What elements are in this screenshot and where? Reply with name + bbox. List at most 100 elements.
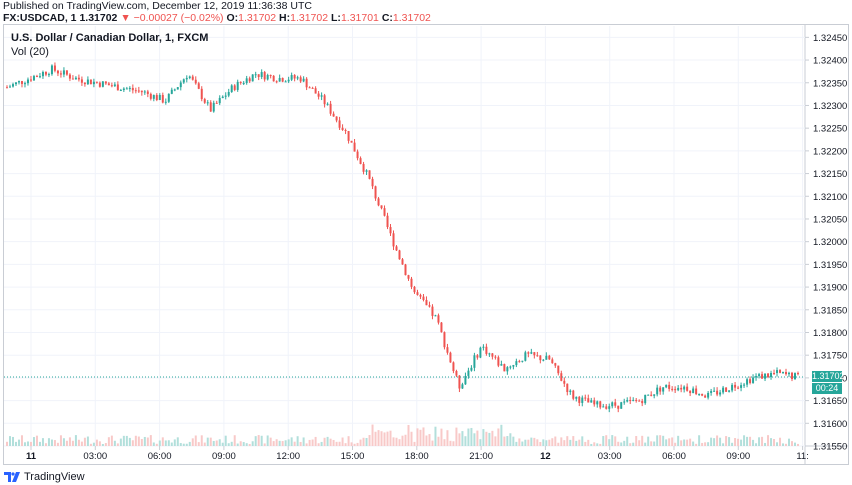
candle-body bbox=[194, 79, 197, 84]
candle-body bbox=[440, 322, 443, 333]
candle-body bbox=[266, 75, 269, 80]
candle-body bbox=[290, 75, 293, 80]
last-value: 1.31702 bbox=[79, 12, 118, 24]
candle-body bbox=[248, 78, 251, 82]
candle-body bbox=[104, 81, 107, 84]
y-tick-label: 1.32000 bbox=[813, 237, 847, 248]
volume-bar bbox=[95, 439, 98, 446]
volume-bar bbox=[269, 437, 272, 446]
x-tick-label: 09:00 bbox=[212, 451, 236, 462]
candle-body bbox=[362, 163, 365, 172]
candle-body bbox=[464, 375, 467, 385]
volume-bar bbox=[353, 443, 356, 446]
volume-bar bbox=[77, 439, 80, 446]
volume-bar bbox=[326, 436, 329, 446]
volume-bar bbox=[794, 442, 797, 446]
volume-bar bbox=[581, 436, 584, 446]
candle-body bbox=[41, 72, 44, 77]
candle-body bbox=[263, 72, 266, 80]
volume-bar bbox=[317, 443, 320, 446]
volume-bar bbox=[395, 437, 398, 446]
volume-bar bbox=[230, 441, 233, 446]
candle-body bbox=[776, 370, 779, 374]
candle-body bbox=[626, 400, 629, 402]
candle-body bbox=[647, 394, 650, 396]
candle-body bbox=[587, 398, 590, 403]
volume-bar bbox=[335, 441, 338, 446]
candle-body bbox=[395, 246, 398, 251]
volume-bar bbox=[200, 435, 203, 446]
candle-body bbox=[152, 95, 155, 99]
volume-bar bbox=[203, 442, 206, 446]
candle-body bbox=[23, 83, 26, 85]
candle-body bbox=[509, 366, 512, 368]
candle-body bbox=[620, 402, 623, 409]
volume-bar bbox=[620, 442, 623, 446]
tradingview-logo-icon bbox=[4, 472, 20, 482]
volume-bar bbox=[341, 437, 344, 446]
volume-bar bbox=[83, 437, 86, 446]
volume-bar bbox=[512, 436, 515, 446]
candle-body bbox=[338, 120, 341, 128]
candle-body bbox=[683, 386, 686, 390]
volume-bar bbox=[425, 435, 428, 446]
candle-body bbox=[494, 356, 497, 358]
candle-body bbox=[644, 394, 647, 404]
candle-body bbox=[134, 90, 137, 92]
volume-bar bbox=[563, 440, 566, 446]
x-tick-label: 06:00 bbox=[662, 451, 686, 462]
volume-bar bbox=[275, 439, 278, 446]
volume-bar bbox=[476, 430, 479, 446]
candle-body bbox=[761, 374, 764, 379]
candle-body bbox=[71, 78, 74, 80]
volume-bar bbox=[491, 430, 494, 446]
candle-body bbox=[491, 353, 494, 357]
y-axis: 1.32450 1.32400 1.32350 1.32300 1.32250 1.322… bbox=[805, 33, 847, 453]
candle-body bbox=[413, 286, 416, 293]
volume-bar bbox=[791, 441, 794, 446]
candle-body bbox=[116, 84, 119, 91]
candle-body bbox=[335, 116, 338, 121]
candle-body bbox=[77, 77, 80, 80]
volume-bar bbox=[632, 442, 635, 446]
volume-bar bbox=[416, 428, 419, 446]
volume-bar bbox=[518, 438, 521, 446]
candle-body bbox=[308, 87, 311, 89]
candle-body bbox=[386, 215, 389, 228]
candle-body bbox=[368, 170, 371, 179]
volume-bar bbox=[656, 435, 659, 446]
candle-body bbox=[512, 365, 515, 367]
volume-bar bbox=[50, 439, 53, 446]
candle-body bbox=[614, 402, 617, 406]
volume-bar bbox=[674, 442, 677, 446]
volume-bar bbox=[722, 443, 725, 446]
candle-body bbox=[278, 77, 281, 82]
volume-bar bbox=[470, 427, 473, 446]
volume-bar bbox=[767, 435, 770, 446]
volume-bar bbox=[644, 442, 647, 446]
chart-frame[interactable] bbox=[3, 24, 849, 465]
candle-body bbox=[179, 82, 182, 88]
volume-bar bbox=[533, 437, 536, 446]
candle-body bbox=[545, 355, 548, 360]
ohlc-line: FX:USDCAD, 1 1.31702 ▼ −0.00027 (−0.02%)… bbox=[3, 12, 431, 25]
volume-bar bbox=[764, 442, 767, 446]
candle-body bbox=[173, 89, 176, 91]
volume-bar bbox=[503, 436, 506, 446]
volume-bar bbox=[569, 439, 572, 446]
candle-body bbox=[551, 359, 554, 364]
volume-bar bbox=[35, 435, 38, 446]
volume-bar bbox=[671, 437, 674, 446]
candle-body bbox=[770, 372, 773, 378]
candle-body bbox=[191, 76, 194, 80]
candle-body bbox=[611, 402, 614, 407]
volume-bar bbox=[146, 437, 149, 446]
candle-body bbox=[548, 355, 551, 360]
low-value: 1.31701 bbox=[340, 12, 379, 24]
candle-body bbox=[299, 77, 302, 82]
candle-body bbox=[530, 352, 533, 354]
volume-bar bbox=[377, 430, 380, 446]
candle-body bbox=[89, 79, 92, 85]
candle-body bbox=[275, 81, 278, 83]
